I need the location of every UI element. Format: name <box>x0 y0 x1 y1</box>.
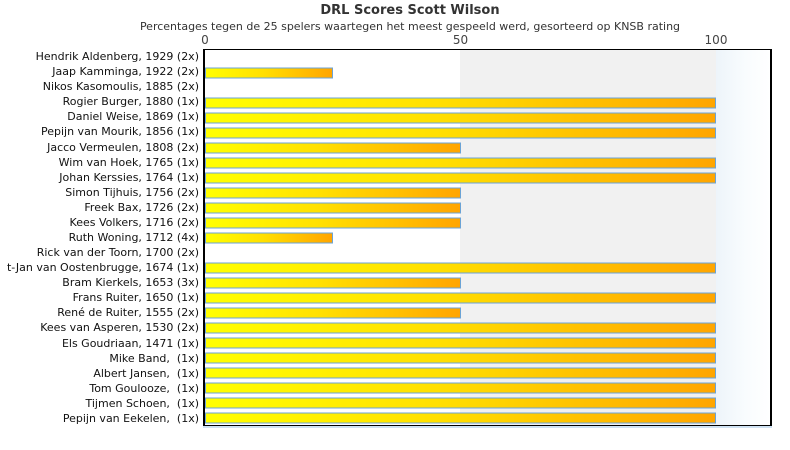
bar <box>205 262 716 273</box>
bar-row <box>205 215 770 230</box>
row-label: Daniel Weise, 1869 (1x) <box>67 110 199 124</box>
row-labels: Hendrik Aldenberg, 1929 (2x) Jaap Kamming… <box>0 49 199 426</box>
plot-underline <box>203 426 772 428</box>
bar-row <box>205 155 770 170</box>
chart-subtitle: Percentages tegen de 25 spelers waartege… <box>139 20 681 33</box>
bar <box>205 142 461 153</box>
bar-row <box>205 110 770 125</box>
x-tick-label: 50 <box>452 33 469 47</box>
row-label: Freek Bax, 1726 (2x) <box>84 200 199 214</box>
bar-row <box>205 80 770 95</box>
bar-row <box>205 320 770 335</box>
bar-row <box>205 170 770 185</box>
row-label: Rick van der Toorn, 1700 (2x) <box>36 246 199 260</box>
bar <box>205 97 716 108</box>
row-label: Jaap Kamminga, 1922 (2x) <box>52 65 199 79</box>
row-label: Ruth Woning, 1712 (4x) <box>68 230 199 244</box>
bar <box>205 292 716 303</box>
bars-area <box>205 50 770 425</box>
row-label: Nikos Kasomoulis, 1885 (2x) <box>42 80 199 94</box>
bar-row <box>205 275 770 290</box>
row-label: Tom Goulooze, (1x) <box>89 381 199 395</box>
x-tick-label: 0 <box>201 33 209 47</box>
row-label: Hendrik Aldenberg, 1929 (2x) <box>35 50 199 64</box>
row-label: Pepijn van Eekelen, (1x) <box>62 411 199 425</box>
bar <box>205 172 716 183</box>
x-tick-label: 100 <box>704 33 728 47</box>
bar <box>205 367 716 378</box>
bar-row <box>205 140 770 155</box>
bar-row <box>205 335 770 350</box>
bar <box>205 202 461 213</box>
bar-row <box>205 185 770 200</box>
bar-row <box>205 65 770 80</box>
row-label: Johan Kerssies, 1764 (1x) <box>59 170 199 184</box>
row-label: Bram Kierkels, 1653 (3x) <box>62 276 199 290</box>
row-label: Mike Band, (1x) <box>109 351 199 365</box>
bar <box>205 322 716 333</box>
bar <box>205 277 461 288</box>
bar-row <box>205 245 770 260</box>
bar-row <box>205 350 770 365</box>
bar-row <box>205 50 770 65</box>
bar-row <box>205 380 770 395</box>
row-label: Frans Ruiter, 1650 (1x) <box>72 291 199 305</box>
bar <box>205 352 716 363</box>
row-label: Rogier Burger, 1880 (1x) <box>62 95 199 109</box>
bar-row <box>205 410 770 425</box>
bar <box>205 112 716 123</box>
bar-row <box>205 125 770 140</box>
bar <box>205 127 716 138</box>
bar <box>205 397 716 408</box>
row-label: Simon Tijhuis, 1756 (2x) <box>65 185 199 199</box>
bar-row <box>205 200 770 215</box>
row-label: Pepijn van Mourik, 1856 (1x) <box>40 125 199 139</box>
row-label: Jacco Vermeulen, 1808 (2x) <box>47 140 199 154</box>
row-label: Kees van Asperen, 1530 (2x) <box>40 321 199 335</box>
bar <box>205 337 716 348</box>
x-axis-ticks: 0 50 100 <box>0 33 790 47</box>
bar <box>205 382 716 393</box>
bar-row <box>205 260 770 275</box>
bar <box>205 187 461 198</box>
bar-row <box>205 230 770 245</box>
bar <box>205 232 333 243</box>
row-label: René de Ruiter, 1555 (2x) <box>57 306 199 320</box>
bar-row <box>205 305 770 320</box>
band-over-100 <box>716 50 770 425</box>
bar-row <box>205 365 770 380</box>
plot-area <box>203 49 772 426</box>
bar <box>205 67 333 78</box>
row-label: Tijmen Schoen, (1x) <box>85 396 200 410</box>
row-label: Kees Volkers, 1716 (2x) <box>69 215 199 229</box>
bar-row <box>205 290 770 305</box>
row-label: Albert Jansen, (1x) <box>93 366 199 380</box>
chart-title: DRL Scores Scott Wilson <box>320 3 500 18</box>
row-label: Els Goudriaan, 1471 (1x) <box>61 336 199 350</box>
bar-row <box>205 95 770 110</box>
bar-row <box>205 395 770 410</box>
row-label: Wim van Hoek, 1765 (1x) <box>58 155 199 169</box>
bar <box>205 217 461 228</box>
bar <box>205 412 716 423</box>
bar <box>205 307 461 318</box>
bar <box>205 157 716 168</box>
row-label: t-Jan van Oostenbrugge, 1674 (1x) <box>6 261 199 275</box>
